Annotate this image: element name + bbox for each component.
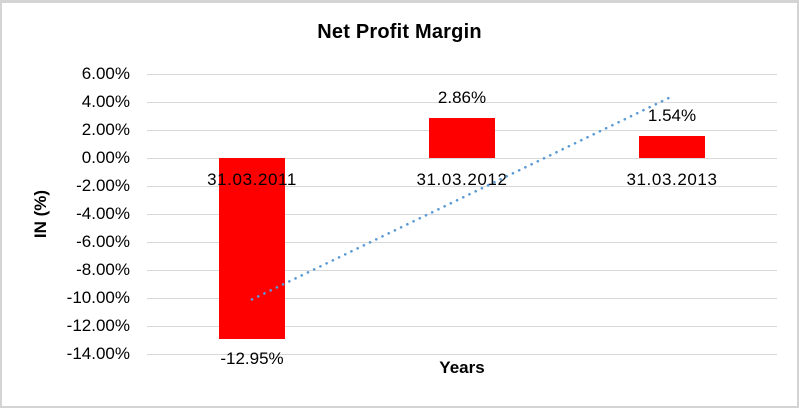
- y-axis-tick-label: -4.00%: [76, 204, 130, 223]
- y-axis-tick-label: 2.00%: [81, 120, 130, 139]
- bar: [639, 136, 705, 158]
- category-label: 31.03.2011: [207, 170, 297, 189]
- y-axis-tick-label: 4.00%: [81, 92, 130, 111]
- y-axis-tick-label: -8.00%: [76, 260, 130, 279]
- category-label: 31.03.2012: [416, 170, 508, 189]
- y-axis-tick-label: 0.00%: [81, 148, 130, 167]
- y-axis-tick-label: -6.00%: [76, 232, 130, 251]
- data-label: 1.54%: [647, 106, 697, 126]
- x-axis-title: Years: [439, 358, 485, 377]
- bar: [429, 117, 495, 158]
- gridline: [147, 73, 777, 75]
- y-axis-tick-label: -2.00%: [76, 176, 130, 195]
- y-axis-tick-label: 6.00%: [81, 64, 130, 83]
- data-label: -12.95%: [220, 349, 284, 369]
- category-label: 31.03.2013: [626, 170, 718, 189]
- gridline: [147, 353, 777, 355]
- y-axis-tick-label: -12.00%: [66, 316, 130, 335]
- chart-title: Net Profit Margin: [317, 21, 482, 43]
- y-axis-tick-label: -10.00%: [66, 288, 130, 307]
- y-axis-tick-label: -14.00%: [66, 344, 130, 363]
- data-label: 2.86%: [437, 87, 487, 107]
- gridline: [147, 325, 777, 327]
